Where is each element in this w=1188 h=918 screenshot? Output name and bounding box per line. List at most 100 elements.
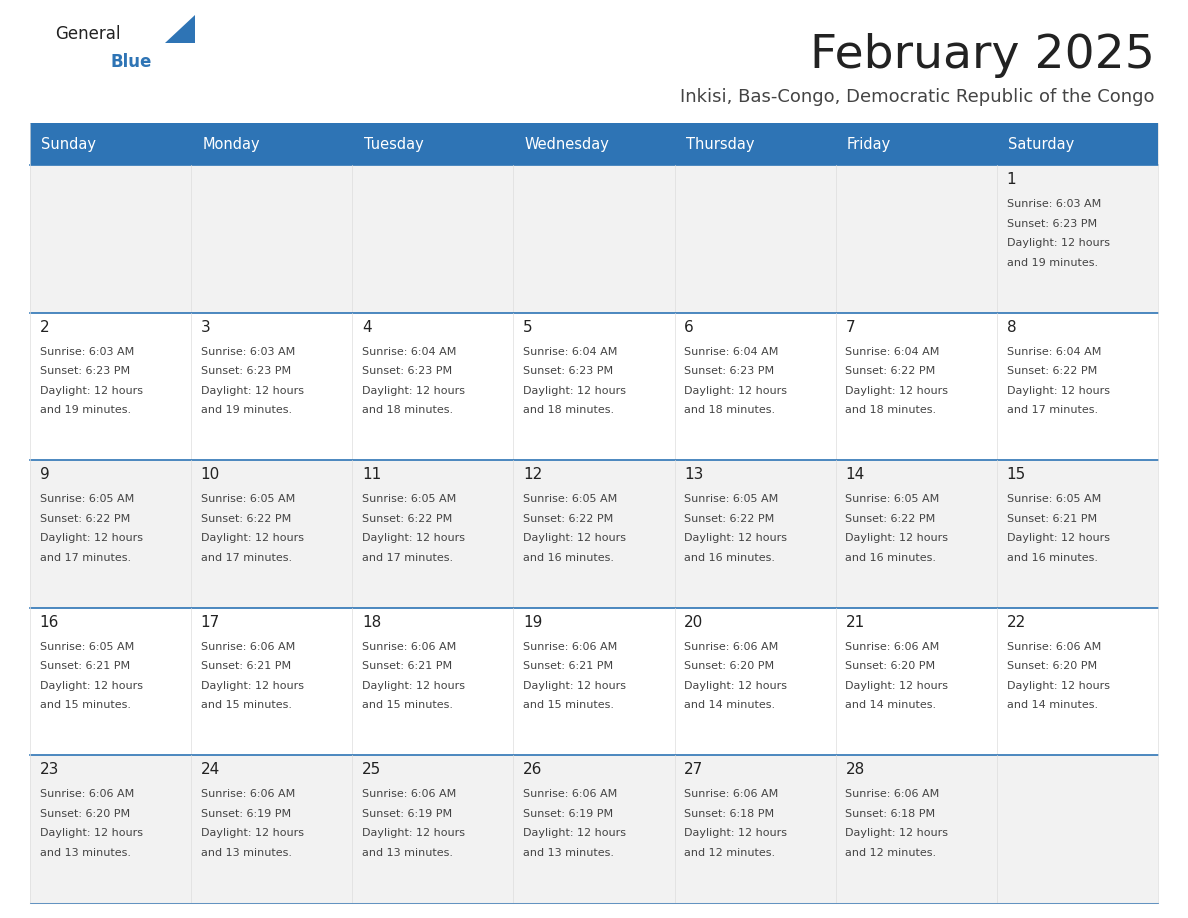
Text: 1: 1: [1006, 172, 1016, 187]
Text: and 13 minutes.: and 13 minutes.: [201, 848, 292, 858]
Text: Sunset: 6:22 PM: Sunset: 6:22 PM: [846, 366, 936, 376]
Text: and 15 minutes.: and 15 minutes.: [201, 700, 292, 711]
Text: Sunrise: 6:03 AM: Sunrise: 6:03 AM: [39, 347, 134, 356]
Bar: [353, 460, 513, 608]
Text: Sunset: 6:20 PM: Sunset: 6:20 PM: [684, 661, 775, 671]
Bar: [675, 460, 835, 608]
Bar: [191, 313, 353, 460]
Text: Sunrise: 6:06 AM: Sunrise: 6:06 AM: [201, 642, 295, 652]
Text: 5: 5: [523, 319, 532, 334]
Text: Daylight: 12 hours: Daylight: 12 hours: [846, 681, 948, 691]
Text: Sunrise: 6:05 AM: Sunrise: 6:05 AM: [39, 494, 134, 504]
Text: Thursday: Thursday: [685, 137, 754, 151]
Text: General: General: [55, 25, 120, 43]
Text: Sunrise: 6:06 AM: Sunrise: 6:06 AM: [362, 642, 456, 652]
Bar: [513, 165, 675, 313]
Text: Daylight: 12 hours: Daylight: 12 hours: [362, 533, 465, 543]
Text: 19: 19: [523, 615, 543, 630]
Bar: [675, 313, 835, 460]
Text: Sunset: 6:22 PM: Sunset: 6:22 PM: [1006, 366, 1097, 376]
Text: and 18 minutes.: and 18 minutes.: [684, 405, 776, 415]
Text: Sunset: 6:19 PM: Sunset: 6:19 PM: [362, 809, 453, 819]
Text: Sunset: 6:21 PM: Sunset: 6:21 PM: [523, 661, 613, 671]
Text: and 14 minutes.: and 14 minutes.: [846, 700, 936, 711]
Text: and 16 minutes.: and 16 minutes.: [1006, 553, 1098, 563]
Text: Daylight: 12 hours: Daylight: 12 hours: [684, 386, 788, 396]
Text: Daylight: 12 hours: Daylight: 12 hours: [39, 386, 143, 396]
Text: Sunset: 6:20 PM: Sunset: 6:20 PM: [1006, 661, 1097, 671]
Text: Daylight: 12 hours: Daylight: 12 hours: [39, 828, 143, 838]
Text: Sunset: 6:20 PM: Sunset: 6:20 PM: [39, 809, 129, 819]
Text: Sunrise: 6:05 AM: Sunrise: 6:05 AM: [684, 494, 778, 504]
Text: Sunset: 6:23 PM: Sunset: 6:23 PM: [39, 366, 129, 376]
Text: 23: 23: [39, 763, 59, 778]
Bar: [675, 123, 835, 165]
Text: Sunset: 6:22 PM: Sunset: 6:22 PM: [523, 514, 613, 523]
Text: and 16 minutes.: and 16 minutes.: [846, 553, 936, 563]
Text: Monday: Monday: [202, 137, 260, 151]
Bar: [191, 608, 353, 756]
Text: Sunset: 6:19 PM: Sunset: 6:19 PM: [201, 809, 291, 819]
Text: and 14 minutes.: and 14 minutes.: [1006, 700, 1098, 711]
Text: Daylight: 12 hours: Daylight: 12 hours: [1006, 533, 1110, 543]
Text: Daylight: 12 hours: Daylight: 12 hours: [362, 681, 465, 691]
Text: Inkisi, Bas-Congo, Democratic Republic of the Congo: Inkisi, Bas-Congo, Democratic Republic o…: [681, 88, 1155, 106]
Bar: [513, 313, 675, 460]
Text: 20: 20: [684, 615, 703, 630]
Text: Sunrise: 6:05 AM: Sunrise: 6:05 AM: [523, 494, 618, 504]
Bar: [191, 756, 353, 903]
Bar: [353, 756, 513, 903]
Text: 21: 21: [846, 615, 865, 630]
Text: Sunrise: 6:05 AM: Sunrise: 6:05 AM: [201, 494, 295, 504]
Text: Daylight: 12 hours: Daylight: 12 hours: [846, 386, 948, 396]
Text: 8: 8: [1006, 319, 1016, 334]
Text: Sunset: 6:23 PM: Sunset: 6:23 PM: [1006, 218, 1097, 229]
Text: Sunset: 6:21 PM: Sunset: 6:21 PM: [201, 661, 291, 671]
Text: and 12 minutes.: and 12 minutes.: [684, 848, 776, 858]
Bar: [191, 123, 353, 165]
Bar: [30, 756, 191, 903]
Text: Sunrise: 6:06 AM: Sunrise: 6:06 AM: [523, 789, 618, 800]
Text: and 13 minutes.: and 13 minutes.: [523, 848, 614, 858]
Text: Daylight: 12 hours: Daylight: 12 hours: [846, 533, 948, 543]
Text: Sunset: 6:19 PM: Sunset: 6:19 PM: [523, 809, 613, 819]
Text: 10: 10: [201, 467, 220, 482]
Text: Sunrise: 6:06 AM: Sunrise: 6:06 AM: [362, 789, 456, 800]
Text: and 13 minutes.: and 13 minutes.: [39, 848, 131, 858]
Text: 26: 26: [523, 763, 543, 778]
Text: and 18 minutes.: and 18 minutes.: [362, 405, 453, 415]
Text: and 14 minutes.: and 14 minutes.: [684, 700, 776, 711]
Bar: [513, 460, 675, 608]
Text: Sunrise: 6:04 AM: Sunrise: 6:04 AM: [684, 347, 778, 356]
Bar: [997, 460, 1158, 608]
Text: 15: 15: [1006, 467, 1025, 482]
Text: and 17 minutes.: and 17 minutes.: [201, 553, 292, 563]
Text: Sunrise: 6:06 AM: Sunrise: 6:06 AM: [39, 789, 134, 800]
Text: Daylight: 12 hours: Daylight: 12 hours: [1006, 238, 1110, 248]
Text: Sunset: 6:22 PM: Sunset: 6:22 PM: [684, 514, 775, 523]
Text: Sunrise: 6:06 AM: Sunrise: 6:06 AM: [523, 642, 618, 652]
Text: and 17 minutes.: and 17 minutes.: [39, 553, 131, 563]
Text: Sunset: 6:21 PM: Sunset: 6:21 PM: [362, 661, 453, 671]
Text: and 15 minutes.: and 15 minutes.: [362, 700, 453, 711]
Text: Sunrise: 6:06 AM: Sunrise: 6:06 AM: [684, 642, 778, 652]
Text: Sunset: 6:18 PM: Sunset: 6:18 PM: [846, 809, 935, 819]
Text: and 15 minutes.: and 15 minutes.: [523, 700, 614, 711]
Text: 25: 25: [362, 763, 381, 778]
Text: Sunset: 6:18 PM: Sunset: 6:18 PM: [684, 809, 775, 819]
Text: Blue: Blue: [110, 53, 151, 71]
Text: Daylight: 12 hours: Daylight: 12 hours: [523, 386, 626, 396]
Text: and 17 minutes.: and 17 minutes.: [362, 553, 453, 563]
Text: and 16 minutes.: and 16 minutes.: [684, 553, 776, 563]
Bar: [997, 756, 1158, 903]
Text: and 19 minutes.: and 19 minutes.: [39, 405, 131, 415]
Text: 18: 18: [362, 615, 381, 630]
Text: Sunset: 6:22 PM: Sunset: 6:22 PM: [39, 514, 129, 523]
Text: and 17 minutes.: and 17 minutes.: [1006, 405, 1098, 415]
Text: Sunrise: 6:03 AM: Sunrise: 6:03 AM: [1006, 199, 1101, 209]
Bar: [353, 313, 513, 460]
Bar: [997, 165, 1158, 313]
Text: Sunset: 6:23 PM: Sunset: 6:23 PM: [201, 366, 291, 376]
Bar: [191, 165, 353, 313]
Text: 11: 11: [362, 467, 381, 482]
